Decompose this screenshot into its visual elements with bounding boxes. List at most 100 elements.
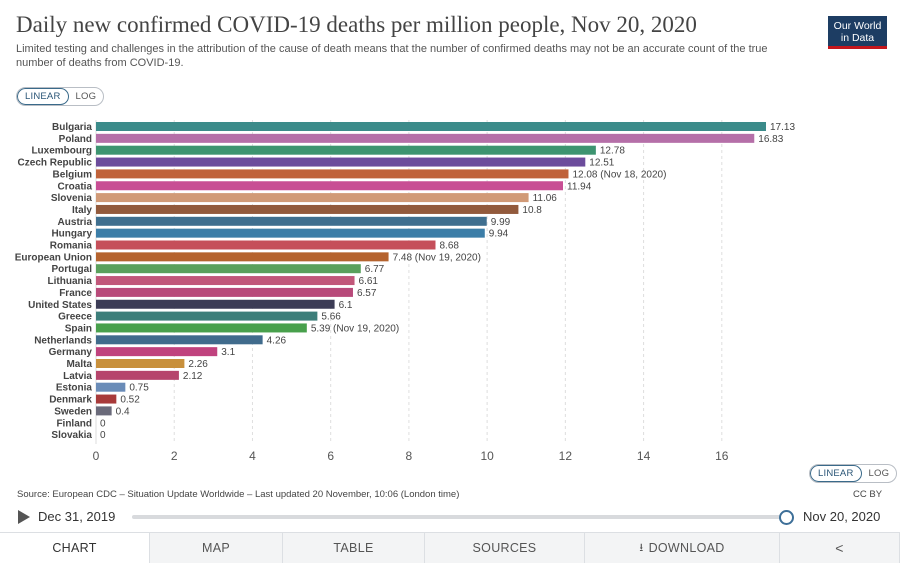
bar-category-label: Austria: [58, 217, 93, 228]
bar-category-label: Italy: [72, 205, 92, 216]
bar-value-label: 3.1: [221, 347, 235, 358]
x-tick-label: 8: [406, 449, 413, 463]
scale-toggle-bottom[interactable]: LINEAR LOG: [809, 464, 898, 483]
bar: [96, 335, 263, 345]
tab-download[interactable]: ⭳ DOWNLOAD: [585, 533, 780, 563]
bar-value-label: 0: [100, 418, 106, 429]
bar-value-label: 5.66: [321, 312, 341, 323]
tab-map[interactable]: MAP: [150, 533, 283, 563]
bar-category-label: Czech Republic: [18, 158, 93, 169]
bar-value-label: 12.78: [600, 146, 625, 157]
bar-category-label: Lithuania: [48, 276, 93, 287]
bar-value-label: 16.83: [758, 134, 783, 145]
bar-category-label: Bulgaria: [52, 122, 92, 133]
bar-category-label: Denmark: [49, 395, 92, 406]
bar: [96, 287, 353, 297]
bar-category-label: Hungary: [51, 229, 92, 240]
tab-chart[interactable]: CHART: [0, 533, 150, 563]
bar: [96, 122, 766, 131]
chart-tabs: CHART MAP TABLE SOURCES ⭳ DOWNLOAD <: [0, 532, 900, 563]
bar-category-label: Latvia: [63, 371, 92, 382]
bar-value-label: 0.52: [120, 395, 140, 406]
bar-category-label: Croatia: [58, 181, 93, 192]
bar: [96, 359, 185, 368]
owid-logo[interactable]: Our World in Data: [828, 16, 887, 49]
bar-category-label: Greece: [58, 312, 92, 323]
bar-value-label: 17.13: [770, 122, 795, 133]
bar: [96, 157, 586, 167]
bar: [96, 394, 117, 404]
tab-map-label: MAP: [202, 541, 230, 555]
bar-value-label: 0.4: [116, 406, 130, 417]
bar-value-label: 9.94: [489, 229, 509, 240]
bar-category-label: Malta: [66, 359, 92, 370]
x-tick-label: 4: [249, 449, 256, 463]
timeline-handle[interactable]: [779, 510, 794, 525]
tab-table-label: TABLE: [333, 541, 374, 555]
bar: [96, 169, 569, 179]
bar-category-label: Sweden: [54, 406, 92, 417]
linear-scale-button[interactable]: LINEAR: [17, 88, 69, 105]
x-tick-label: 10: [480, 449, 494, 463]
bar-category-label: Poland: [59, 134, 92, 145]
bar-value-label: 6.77: [365, 264, 385, 275]
scale-toggle-top[interactable]: LINEAR LOG: [16, 87, 105, 106]
bar-category-label: Belgium: [53, 169, 93, 180]
bar: [96, 299, 335, 309]
timeline: Dec 31, 2019 Nov 20, 2020: [0, 507, 900, 527]
bar-value-label: 5.39 (Nov 19, 2020): [311, 323, 399, 334]
bar: [96, 228, 485, 238]
tab-sources-label: SOURCES: [472, 541, 537, 555]
bar: [96, 145, 596, 155]
bar-value-label: 8.68: [439, 241, 459, 252]
log-scale-button[interactable]: LOG: [75, 91, 97, 102]
bar-value-label: 11.06: [533, 193, 558, 204]
bar-category-label: Slovenia: [51, 193, 93, 204]
bar: [96, 370, 179, 380]
timeline-track[interactable]: [132, 515, 786, 519]
bar: [96, 347, 218, 357]
bar-category-label: Portugal: [51, 264, 92, 275]
bar: [96, 276, 355, 286]
bar-value-label: 2.12: [183, 371, 203, 382]
tab-share[interactable]: <: [780, 533, 900, 563]
bar-value-label: 11.94: [567, 181, 592, 192]
bar-value-label: 12.51: [589, 158, 614, 169]
x-tick-label: 0: [93, 449, 100, 463]
bar-category-label: France: [59, 288, 92, 299]
bar-category-label: United States: [28, 300, 92, 311]
bar-category-label: Slovakia: [51, 430, 92, 441]
x-tick-label: 2: [171, 449, 178, 463]
bar: [96, 216, 487, 226]
bar: [96, 181, 564, 191]
bar: [96, 193, 529, 203]
x-tick-label: 12: [559, 449, 573, 463]
bar: [96, 264, 361, 274]
x-tick-label: 16: [715, 449, 729, 463]
tab-table[interactable]: TABLE: [283, 533, 425, 563]
source-note: Source: European CDC – Situation Update …: [17, 489, 460, 500]
bar: [96, 240, 436, 250]
tab-sources[interactable]: SOURCES: [425, 533, 585, 563]
bar-category-label: Spain: [65, 323, 92, 334]
logo-line-2: in Data: [840, 32, 875, 44]
bar: [96, 133, 755, 143]
log-scale-button-bottom[interactable]: LOG: [868, 468, 890, 479]
x-tick-label: 14: [637, 449, 651, 463]
download-icon: ⭳: [639, 541, 644, 554]
bar-category-label: Finland: [56, 418, 92, 429]
bar: [96, 311, 318, 321]
bar-category-label: Romania: [50, 241, 93, 252]
bar-value-label: 0: [100, 430, 106, 441]
play-icon[interactable]: [18, 510, 30, 524]
bar: [96, 382, 126, 392]
timeline-start-date: Dec 31, 2019: [38, 509, 116, 524]
bar-value-label: 2.26: [188, 359, 208, 370]
tab-chart-label: CHART: [52, 541, 97, 555]
bar: [96, 406, 112, 416]
bar-category-label: Estonia: [56, 383, 93, 394]
license-link[interactable]: CC BY: [853, 489, 883, 500]
timeline-end-date: Nov 20, 2020: [803, 509, 881, 524]
linear-scale-button-bottom[interactable]: LINEAR: [810, 465, 862, 482]
share-icon: <: [835, 540, 844, 556]
